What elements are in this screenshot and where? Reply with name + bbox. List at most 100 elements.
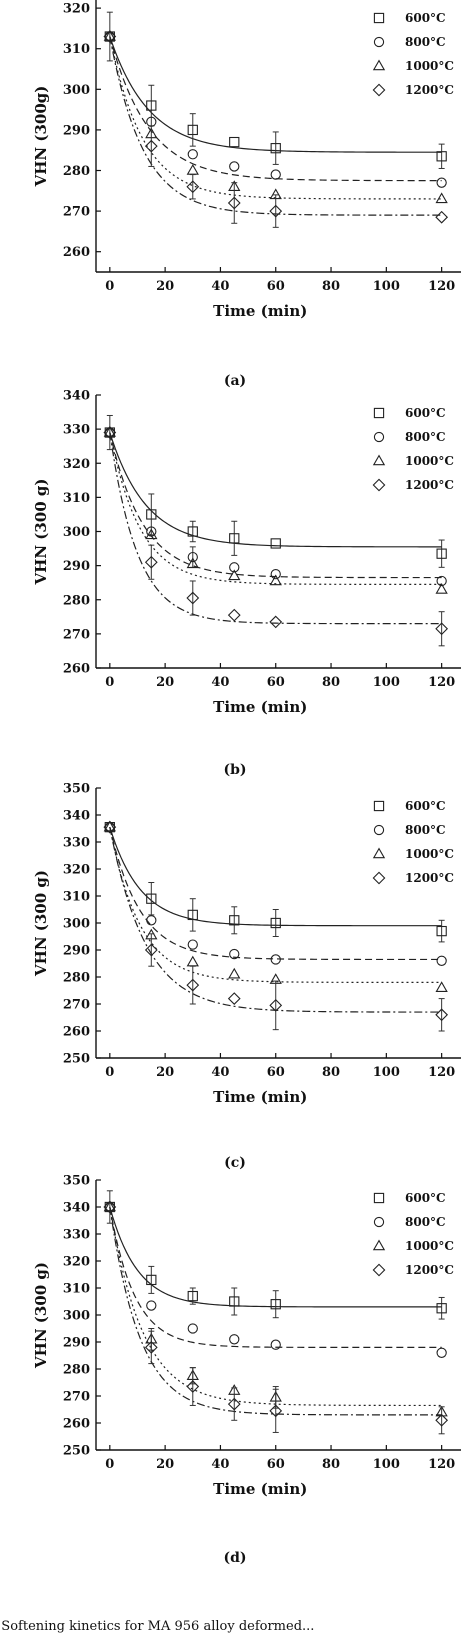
data-point-series-2 [229, 948, 240, 960]
legend-label-4: 1200°C [405, 478, 454, 492]
data-point-series-1 [270, 538, 281, 549]
data-point-series-4 [269, 1404, 283, 1418]
data-point-series-1 [229, 136, 240, 148]
y-axis-title: VHN (300g) [32, 86, 50, 188]
data-point-series-1 [436, 151, 447, 162]
y-tick-label: 280 [63, 593, 90, 608]
legend-label-1: 600°C [405, 799, 446, 813]
data-point-series-3 [103, 30, 116, 41]
data-point-series-4 [227, 992, 241, 1005]
data-point-series-4 [269, 615, 283, 629]
data-point-series-4 [186, 1380, 200, 1393]
legend-marker-3 [372, 454, 386, 466]
data-point-series-2 [270, 569, 281, 580]
panel-label: (d) [223, 1550, 246, 1566]
data-point-series-2 [146, 1300, 157, 1311]
x-tick-label: 80 [322, 1457, 340, 1472]
legend-marker-2 [373, 1216, 385, 1228]
y-tick-label: 290 [63, 944, 90, 959]
fit-curve-series-3 [109, 432, 442, 585]
fit-curve-series-4 [109, 432, 442, 625]
y-tick-label: 260 [63, 245, 90, 260]
data-point-series-2 [270, 169, 281, 180]
x-tick-label: 20 [156, 675, 174, 690]
data-point-series-1 [229, 915, 240, 926]
data-point-series-1 [229, 1296, 240, 1307]
data-point-series-3 [228, 569, 241, 581]
y-tick-label: 250 [63, 1444, 90, 1459]
data-point-series-2 [436, 1347, 447, 1358]
figure-caption: Fig. 1 — Softening kinetics for MA 956 a… [0, 1619, 314, 1633]
legend-marker-3 [372, 1239, 386, 1251]
y-axis-title: VHN (300 g) [32, 1262, 50, 1369]
y-tick-label: 270 [63, 1390, 90, 1405]
legend-marker-4 [372, 1263, 386, 1277]
x-tick-label: 60 [267, 279, 285, 294]
fit-curve-series-2 [109, 432, 442, 579]
y-tick-label: 270 [63, 627, 90, 642]
data-point-series-1 [187, 909, 198, 921]
data-point-series-4 [227, 608, 241, 622]
y-tick-label: 320 [63, 2, 90, 17]
data-point-series-1 [270, 143, 281, 154]
data-point-series-1 [436, 1303, 447, 1314]
y-tick-label: 340 [63, 389, 90, 404]
data-point-series-1 [146, 100, 157, 111]
data-point-series-3 [435, 583, 448, 594]
data-point-series-2 [187, 551, 198, 563]
data-point-series-4 [186, 591, 200, 605]
data-point-series-1 [229, 533, 240, 544]
data-point-series-2 [436, 177, 447, 188]
y-tick-label: 300 [63, 83, 90, 98]
y-tick-label: 330 [63, 1228, 90, 1243]
y-tick-label: 290 [63, 559, 90, 574]
chart-panel-3: 0 20 40 60 80 100 120 250 260 270 280 290 300 310 320 3… [32, 782, 461, 1171]
data-point-series-1 [436, 925, 447, 937]
y-tick-label: 320 [63, 1255, 90, 1270]
y-tick-label: 310 [63, 42, 90, 57]
legend-marker-1 [373, 800, 385, 812]
data-point-series-2 [436, 575, 447, 587]
data-point-series-4 [227, 196, 241, 210]
x-tick-label: 20 [156, 1065, 174, 1080]
legend-label-4: 1200°C [405, 1263, 454, 1277]
data-point-series-2 [187, 149, 198, 160]
legend-label-2: 800°C [405, 430, 446, 444]
data-point-series-4 [435, 622, 449, 636]
y-tick-label: 280 [63, 1363, 90, 1378]
data-point-series-2 [270, 1339, 281, 1350]
data-point-series-1 [187, 124, 198, 136]
panel-label: (b) [223, 762, 246, 778]
x-tick-label: 100 [373, 1457, 400, 1472]
x-tick-label: 20 [156, 1457, 174, 1472]
x-axis-title: Time (min) [213, 1088, 307, 1106]
y-tick-label: 350 [63, 782, 90, 797]
legend-marker-1 [373, 12, 385, 24]
x-tick-label: 120 [428, 1065, 455, 1080]
x-tick-label: 100 [373, 1065, 400, 1080]
fit-curve-series-1 [109, 432, 442, 548]
x-tick-label: 60 [267, 675, 285, 690]
data-point-series-4 [435, 1008, 449, 1022]
x-tick-label: 40 [211, 675, 229, 690]
data-point-series-1 [270, 917, 281, 929]
x-tick-label: 120 [428, 1457, 455, 1472]
y-tick-label: 260 [63, 1025, 90, 1040]
legend-label-3: 1000°C [405, 1239, 454, 1253]
legend-label-3: 1000°C [405, 454, 454, 468]
y-tick-label: 280 [63, 164, 90, 179]
data-point-series-2 [229, 161, 240, 172]
data-point-series-1 [436, 548, 447, 559]
data-point-series-2 [187, 1323, 198, 1334]
data-point-series-2 [229, 562, 240, 573]
legend-marker-1 [373, 407, 385, 419]
data-point-series-4 [103, 30, 117, 43]
data-point-series-1 [270, 1299, 281, 1310]
data-point-series-3 [103, 1200, 116, 1212]
panel-label: (c) [224, 1155, 246, 1171]
x-tick-label: 20 [156, 279, 174, 294]
legend-label-1: 600°C [405, 406, 446, 420]
data-point-series-2 [146, 915, 157, 926]
legend-label-1: 600°C [405, 1191, 446, 1205]
